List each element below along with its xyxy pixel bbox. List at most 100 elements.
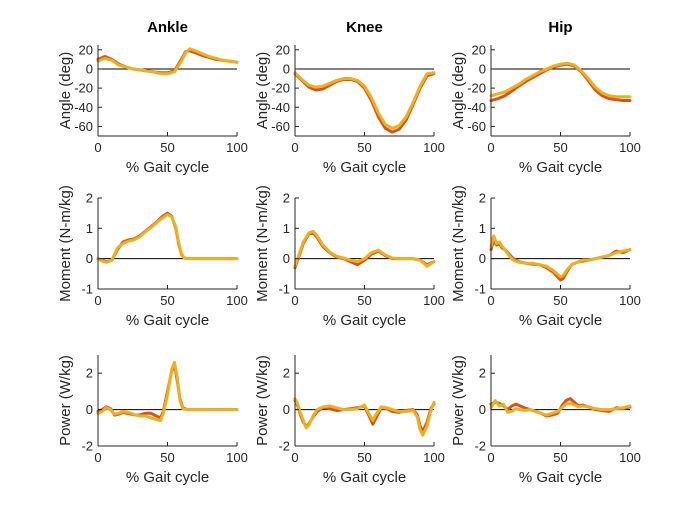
y-axis-label: Angle (deg)	[254, 52, 271, 130]
y-tick-label: 20	[79, 42, 93, 57]
series-line-2	[489, 399, 632, 417]
x-axis-label: % Gait cycle	[126, 159, 209, 176]
x-axis-label: % Gait cycle	[519, 469, 602, 486]
y-tick-label: 2	[283, 191, 290, 206]
y-tick-label: -60	[467, 119, 486, 134]
series-line-2	[96, 47, 239, 76]
x-tick-label: 0	[291, 450, 298, 465]
x-axis-label: % Gait cycle	[323, 159, 406, 176]
x-tick-label: 50	[160, 293, 174, 308]
y-tick-label: 1	[283, 221, 290, 236]
x-tick-label: 100	[226, 293, 248, 308]
x-tick-label: 100	[226, 450, 248, 465]
x-tick-label: 100	[619, 140, 641, 155]
y-tick-label: -60	[271, 119, 290, 134]
series-line-2	[96, 360, 239, 423]
x-tick-label: 0	[94, 293, 101, 308]
series-line-1	[96, 211, 239, 264]
y-axis-label: Angle (deg)	[57, 52, 74, 130]
series-line-1	[96, 49, 239, 75]
x-tick-label: 0	[487, 140, 494, 155]
x-tick-label: 100	[423, 450, 445, 465]
subplot-title: Knee	[346, 19, 383, 36]
x-tick-label: 100	[423, 293, 445, 308]
y-tick-label: 20	[276, 42, 290, 57]
x-tick-label: 50	[553, 140, 567, 155]
subplot-title: Hip	[548, 19, 572, 36]
y-tick-label: 0	[479, 61, 486, 76]
x-tick-label: 50	[553, 450, 567, 465]
x-axis-label: % Gait cycle	[323, 312, 406, 329]
y-tick-label: 0	[86, 251, 93, 266]
y-axis-label: Moment (N-m/kg)	[450, 185, 467, 302]
x-tick-label: 50	[160, 450, 174, 465]
y-tick-label: 1	[479, 221, 486, 236]
series-line-2	[489, 61, 632, 99]
x-tick-label: 0	[291, 293, 298, 308]
y-tick-label: 2	[283, 366, 290, 381]
x-tick-label: 0	[94, 450, 101, 465]
y-tick-label: 0	[283, 251, 290, 266]
x-tick-label: 50	[357, 293, 371, 308]
y-tick-label: 20	[472, 42, 486, 57]
y-tick-label: -40	[74, 100, 93, 115]
y-axis-label: Angle (deg)	[450, 52, 467, 130]
x-axis-label: % Gait cycle	[126, 312, 209, 329]
y-tick-label: 1	[86, 221, 93, 236]
y-tick-label: 0	[86, 61, 93, 76]
x-tick-label: 50	[357, 450, 371, 465]
series-line-2	[293, 71, 436, 130]
x-tick-label: 50	[553, 293, 567, 308]
y-tick-label: -1	[81, 282, 93, 297]
y-tick-label: 0	[479, 402, 486, 417]
y-tick-label: -2	[81, 439, 93, 454]
y-tick-label: 0	[86, 402, 93, 417]
y-axis-label: Moment (N-m/kg)	[57, 185, 74, 302]
x-tick-label: 100	[619, 450, 641, 465]
y-axis-label: Power (W/kg)	[57, 355, 74, 446]
y-tick-label: -20	[467, 81, 486, 96]
x-tick-label: 100	[423, 140, 445, 155]
y-axis-label: Moment (N-m/kg)	[254, 185, 271, 302]
y-axis-label: Power (W/kg)	[254, 355, 271, 446]
y-tick-label: -20	[74, 81, 93, 96]
x-tick-label: 0	[487, 450, 494, 465]
x-tick-label: 0	[487, 293, 494, 308]
x-tick-label: 0	[94, 140, 101, 155]
series-line-1	[293, 231, 436, 270]
y-tick-label: 2	[479, 191, 486, 206]
x-axis-label: % Gait cycle	[126, 469, 209, 486]
y-tick-label: -2	[474, 439, 486, 454]
x-axis-label: % Gait cycle	[323, 469, 406, 486]
y-tick-label: 2	[86, 191, 93, 206]
y-tick-label: 2	[86, 366, 93, 381]
x-axis-label: % Gait cycle	[519, 159, 602, 176]
y-tick-label: -40	[467, 100, 486, 115]
series-line-2	[489, 234, 632, 279]
x-axis-label: % Gait cycle	[519, 312, 602, 329]
y-tick-label: -20	[271, 81, 290, 96]
x-tick-label: 100	[619, 293, 641, 308]
y-tick-label: 0	[283, 402, 290, 417]
y-tick-label: 0	[479, 251, 486, 266]
series-line-2	[293, 397, 436, 437]
subplot-title: Ankle	[147, 19, 188, 36]
y-tick-label: 0	[283, 61, 290, 76]
y-tick-label: -2	[278, 439, 290, 454]
x-tick-label: 100	[226, 140, 248, 155]
x-tick-label: 0	[291, 140, 298, 155]
y-axis-label: Power (W/kg)	[450, 355, 467, 446]
x-tick-label: 50	[160, 140, 174, 155]
series-line-2	[293, 229, 436, 268]
y-tick-label: 2	[479, 366, 486, 381]
